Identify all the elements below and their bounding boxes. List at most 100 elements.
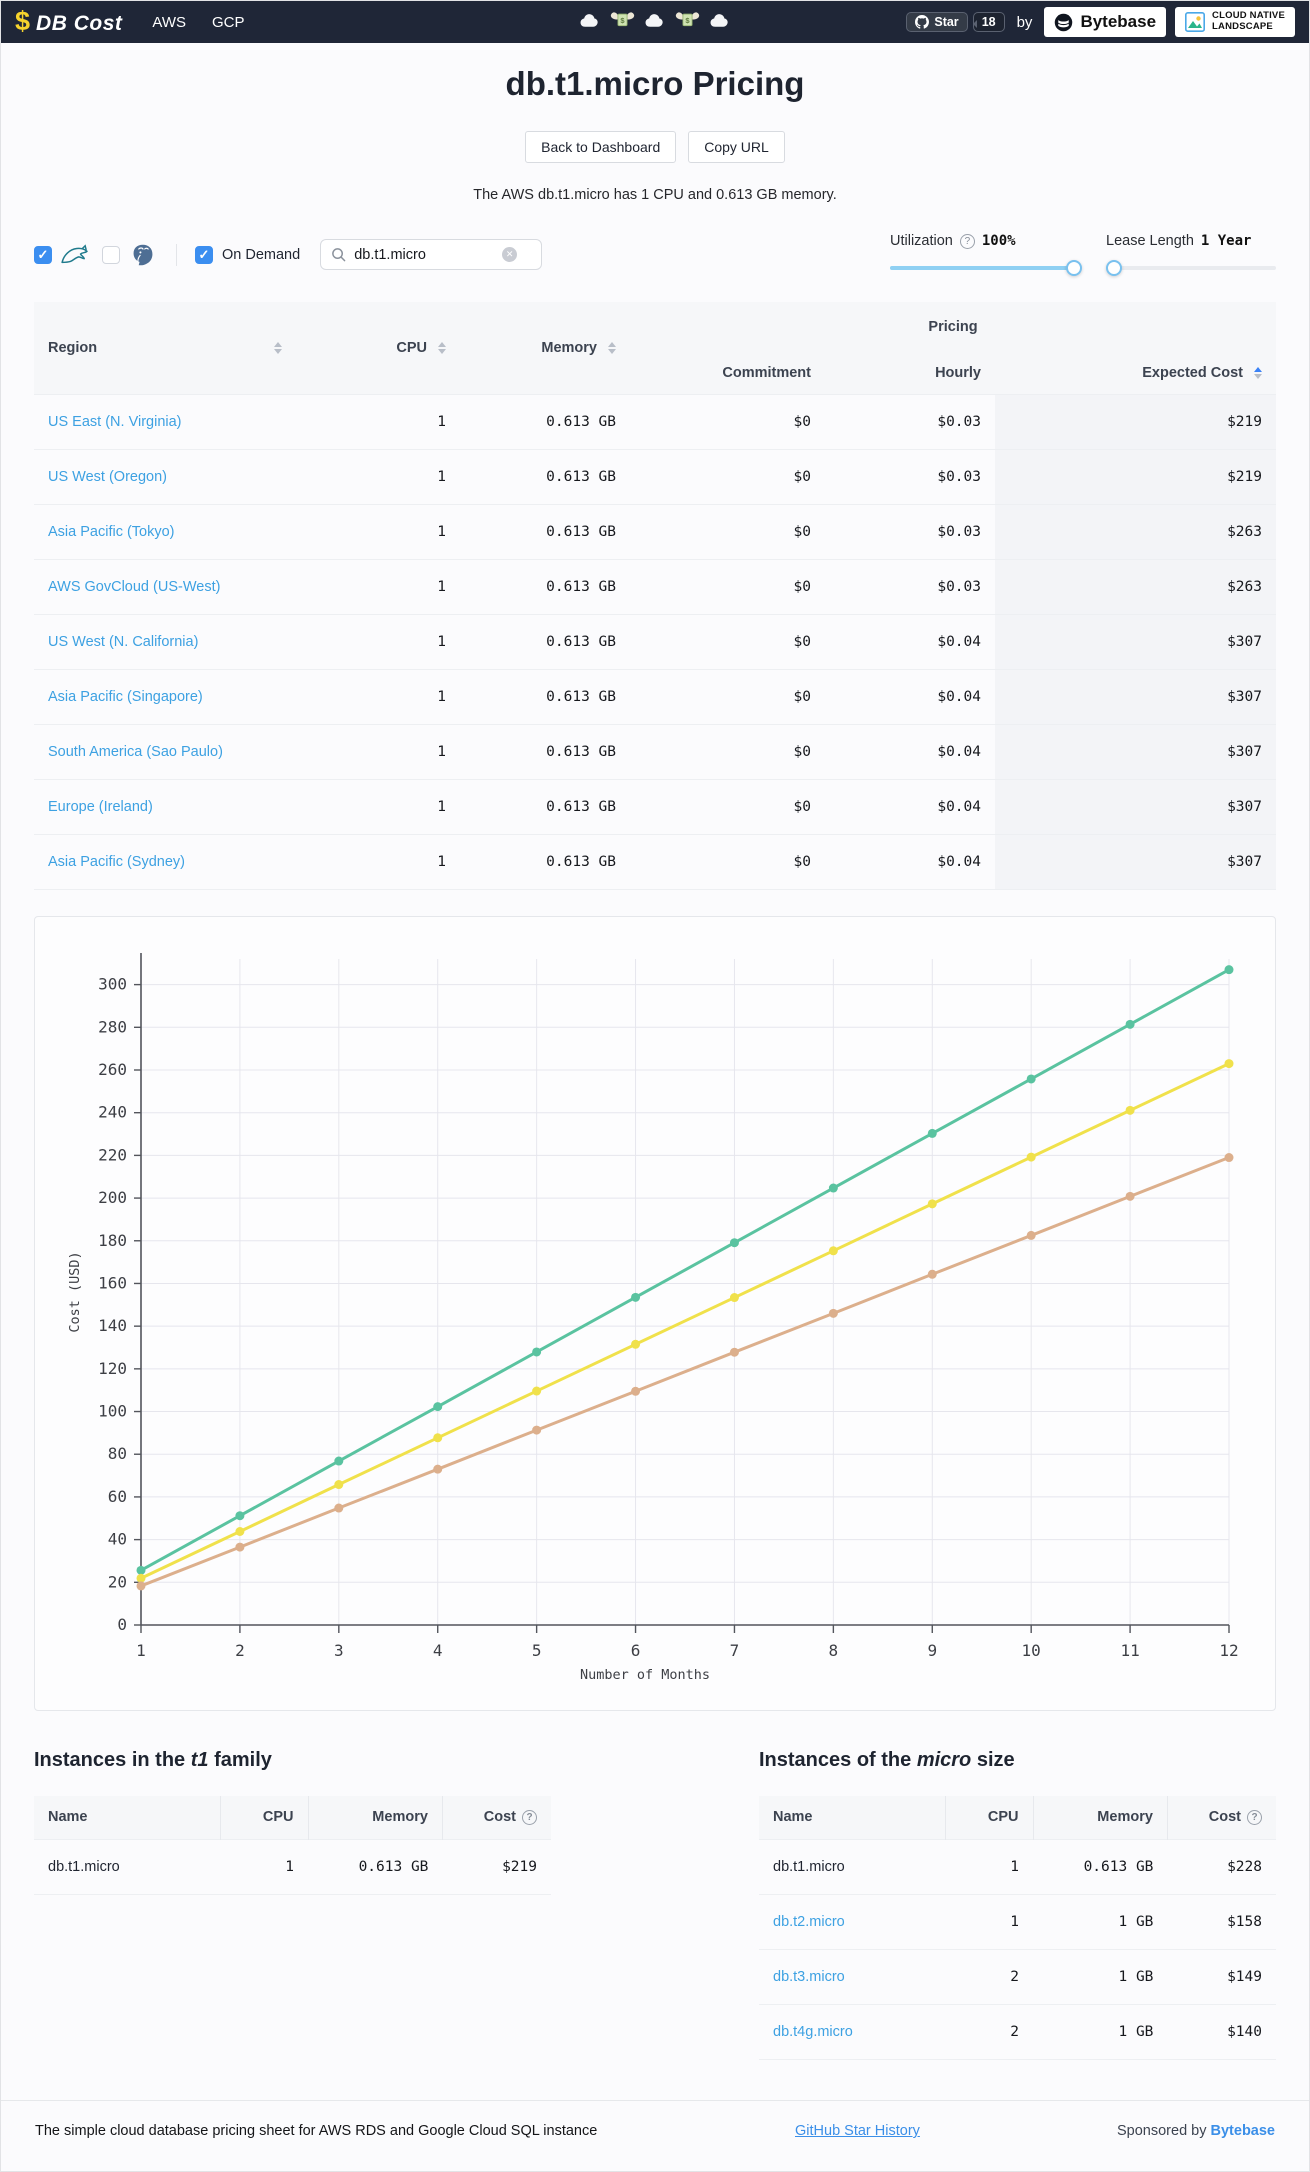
memory-cell: 0.613 GB bbox=[460, 613, 630, 669]
mysql-checkbox[interactable] bbox=[34, 245, 52, 264]
utilization-slider[interactable] bbox=[890, 260, 1082, 276]
region-link[interactable]: Asia Pacific (Singapore) bbox=[48, 688, 203, 705]
expected-cost-column-header[interactable]: Expected Cost bbox=[995, 352, 1276, 394]
cpu-cell: 1 bbox=[340, 448, 460, 504]
region-link[interactable]: Europe (Ireland) bbox=[48, 798, 153, 815]
cost-column-header: Cost bbox=[1166, 1795, 1276, 1840]
cpu-cell: 1 bbox=[340, 393, 460, 449]
region-link[interactable]: South America (Sao Paulo) bbox=[48, 743, 223, 760]
size-section-title: Instances of the micro size bbox=[759, 1748, 1015, 1771]
bytebase-label: Bytebase bbox=[1080, 12, 1157, 31]
region-link[interactable]: Asia Pacific (Sydney) bbox=[48, 853, 185, 870]
region-link[interactable]: Asia Pacific (Tokyo) bbox=[48, 523, 175, 540]
region-link[interactable]: AWS GovCloud (US-West) bbox=[48, 578, 221, 595]
copy-url-button[interactable]: Copy URL bbox=[688, 131, 785, 163]
svg-text:7: 7 bbox=[730, 1641, 740, 1660]
memory-cell: 0.613 GB bbox=[460, 448, 630, 504]
utilization-slider-handle[interactable] bbox=[1066, 260, 1082, 276]
mysql-dolphin-icon bbox=[61, 243, 88, 263]
svg-text:10: 10 bbox=[1022, 1641, 1041, 1660]
decorative-emoji-row: $ $ bbox=[579, 10, 731, 34]
hourly-column-header[interactable]: Hourly bbox=[825, 352, 995, 394]
commitment-cell: $0 bbox=[630, 558, 825, 614]
hourly-cell: $0.03 bbox=[825, 448, 995, 504]
instance-row: db.t2.micro 1 1 GB $158 bbox=[759, 1894, 1276, 1950]
bytebase-sponsor-link[interactable]: Bytebase bbox=[1210, 2123, 1275, 2139]
pricing-row: Asia Pacific (Tokyo) 1 0.613 GB $0 $0.03 $263 bbox=[34, 503, 1276, 559]
commitment-cell: $0 bbox=[630, 668, 825, 724]
memory-cell: 0.613 GB bbox=[460, 833, 630, 890]
cost-column-header: Cost bbox=[441, 1795, 551, 1840]
commitment-cell: $0 bbox=[630, 613, 825, 669]
search-input[interactable] bbox=[354, 246, 495, 263]
svg-text:Number of Months: Number of Months bbox=[580, 1667, 710, 1683]
region-link[interactable]: US East (N. Virginia) bbox=[48, 413, 182, 430]
memory-cell: 0.613 GB bbox=[460, 393, 630, 449]
instance-row: db.t3.micro 2 1 GB $149 bbox=[759, 1949, 1276, 2005]
instance-row: db.t4g.micro 2 1 GB $140 bbox=[759, 2004, 1276, 2060]
memory-cell: 0.613 GB bbox=[460, 668, 630, 724]
github-star-count[interactable]: 18 bbox=[972, 12, 1005, 32]
github-star-button[interactable]: Star bbox=[906, 12, 968, 32]
commitment-cell: $0 bbox=[630, 393, 825, 449]
region-link[interactable]: US West (N. California) bbox=[48, 633, 199, 650]
cost-help-icon[interactable] bbox=[522, 1809, 537, 1825]
instance-link[interactable]: db.t3.micro bbox=[773, 1969, 845, 1985]
hourly-cell: $0.03 bbox=[825, 503, 995, 559]
cpu-cell: 1 bbox=[340, 503, 460, 559]
cost-cell: $219 bbox=[442, 1839, 551, 1895]
cloud-icon bbox=[644, 11, 666, 34]
hourly-cell: $0.03 bbox=[825, 558, 995, 614]
dbcost-logo[interactable]: $ DB Cost bbox=[15, 8, 122, 36]
svg-text:180: 180 bbox=[98, 1230, 127, 1249]
cpu-cell: 1 bbox=[945, 1839, 1033, 1895]
cost-help-icon[interactable] bbox=[1247, 1809, 1262, 1825]
bytebase-badge[interactable]: Bytebase bbox=[1044, 7, 1167, 37]
github-star-history-link[interactable]: GitHub Star History bbox=[795, 2123, 920, 2139]
cpu-cell: 1 bbox=[945, 1894, 1033, 1950]
commitment-column-header[interactable]: Commitment bbox=[630, 352, 825, 394]
utilization-help-icon[interactable] bbox=[959, 233, 975, 249]
landscape-label: CLOUD NATIVE LANDSCAPE bbox=[1212, 10, 1285, 32]
memory-cell: 0.613 GB bbox=[460, 778, 630, 834]
svg-text:140: 140 bbox=[98, 1316, 127, 1335]
cloud-native-landscape-badge[interactable]: CLOUD NATIVE LANDSCAPE bbox=[1175, 7, 1295, 37]
lease-length-slider-handle[interactable] bbox=[1106, 260, 1122, 276]
nav-aws[interactable]: AWS bbox=[152, 13, 186, 31]
svg-text:100: 100 bbox=[98, 1401, 127, 1420]
svg-text:80: 80 bbox=[108, 1444, 127, 1463]
postgresql-elephant-icon bbox=[133, 244, 153, 265]
region-link[interactable]: US West (Oregon) bbox=[48, 468, 167, 485]
instance-name-cell: db.t2.micro bbox=[759, 1894, 946, 1950]
back-to-dashboard-button[interactable]: Back to Dashboard bbox=[525, 131, 677, 163]
instance-link[interactable]: db.t4g.micro bbox=[773, 2024, 853, 2040]
cpu-column-header[interactable]: CPU bbox=[340, 302, 460, 394]
memory-column-header[interactable]: Memory bbox=[460, 302, 630, 394]
svg-text:8: 8 bbox=[829, 1641, 839, 1660]
cpu-cell: 1 bbox=[340, 558, 460, 614]
sort-icon bbox=[274, 341, 282, 354]
expected-cell: $307 bbox=[995, 723, 1276, 779]
instance-link[interactable]: db.t2.micro bbox=[773, 1914, 845, 1930]
utilization-control: Utilization 100% bbox=[890, 233, 1082, 276]
svg-text:0: 0 bbox=[117, 1615, 127, 1634]
instance-row: db.t1.micro 1 0.613 GB $228 bbox=[759, 1839, 1276, 1895]
pricing-row: US West (N. California) 1 0.613 GB $0 $0.04 $… bbox=[34, 613, 1276, 669]
nav-gcp[interactable]: GCP bbox=[212, 13, 245, 31]
sort-icon-active bbox=[1254, 366, 1262, 379]
top-right: Star 18 by Bytebase CLOUD NATIVE LANDSCA… bbox=[906, 7, 1295, 37]
utilization-value: 100% bbox=[981, 233, 1016, 249]
on-demand-checkbox[interactable] bbox=[195, 245, 213, 264]
region-column-header[interactable]: Region bbox=[34, 302, 340, 394]
lease-length-slider[interactable] bbox=[1106, 260, 1276, 276]
flying-money-icon: $ bbox=[675, 10, 700, 34]
clear-search-icon[interactable]: ✕ bbox=[502, 247, 518, 262]
on-demand-label: On Demand bbox=[222, 246, 301, 263]
commitment-cell: $0 bbox=[630, 448, 825, 504]
name-column-header: Name bbox=[34, 1795, 221, 1840]
postgresql-checkbox[interactable] bbox=[102, 245, 120, 264]
commitment-cell: $0 bbox=[630, 778, 825, 834]
logo-text: DB Cost bbox=[36, 12, 123, 35]
svg-text:Cost (USD): Cost (USD) bbox=[67, 1251, 83, 1332]
